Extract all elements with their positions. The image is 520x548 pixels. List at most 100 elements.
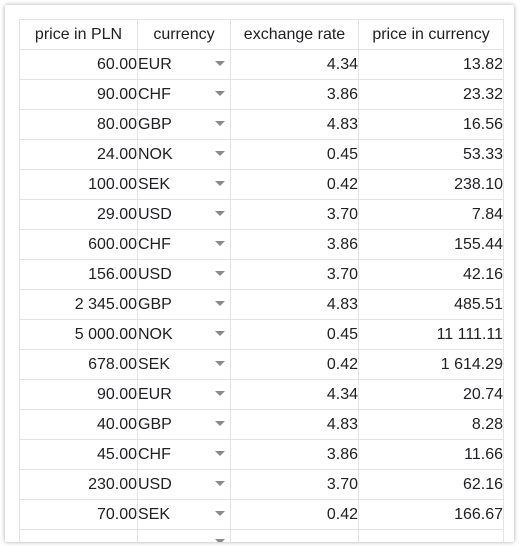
triangle-down-icon[interactable] [215, 331, 225, 336]
price-in-currency-cell[interactable]: 23.32 [358, 79, 504, 110]
exchange-rate-cell[interactable]: 0.42 [230, 499, 359, 530]
triangle-down-icon[interactable] [215, 421, 225, 426]
table-row: 100.00 SEK 0.42 238.10 [19, 169, 504, 200]
currency-dropdown-cell[interactable]: USD [137, 199, 231, 230]
price-in-currency-cell[interactable]: 42.16 [358, 259, 504, 290]
table-row: 90.00 CHF 3.86 23.32 [19, 79, 504, 110]
currency-dropdown-cell[interactable]: NOK [137, 319, 231, 350]
exchange-rate-cell[interactable]: 3.70 [230, 469, 359, 500]
triangle-down-icon[interactable] [215, 91, 225, 96]
currency-dropdown-cell[interactable]: EUR [137, 379, 231, 410]
price-pln-cell[interactable]: 60.00 [19, 49, 138, 80]
triangle-down-icon[interactable] [215, 181, 225, 186]
currency-table: price in PLN currency exchange rate pric… [19, 19, 504, 542]
currency-value: EUR [138, 385, 172, 403]
triangle-down-icon[interactable] [215, 211, 225, 216]
price-in-currency-cell[interactable]: 62.16 [358, 469, 504, 500]
exchange-rate-cell[interactable]: 4.34 [230, 379, 359, 410]
price-pln-cell[interactable]: 230.00 [19, 469, 138, 500]
table-row: 80.00 GBP 4.83 16.56 [19, 109, 504, 140]
price-in-currency-cell[interactable]: 53.33 [358, 139, 504, 170]
price-pln-cell[interactable]: 678.00 [19, 349, 138, 380]
table-row: 24.00 NOK 0.45 53.33 [19, 139, 504, 170]
header-exchange-rate[interactable]: exchange rate [230, 19, 359, 50]
exchange-rate-cell[interactable]: 3.86 [230, 229, 359, 260]
currency-dropdown-cell[interactable]: CHF [137, 439, 231, 470]
triangle-down-icon[interactable] [215, 241, 225, 246]
triangle-down-icon[interactable] [215, 121, 225, 126]
exchange-rate-cell[interactable]: 4.83 [230, 289, 359, 320]
price-pln-cell[interactable]: 2 345.00 [19, 289, 138, 320]
table-row: 90.00 EUR 4.34 20.74 [19, 379, 504, 410]
price-in-currency-cell[interactable]: 166.67 [358, 499, 504, 530]
currency-dropdown-cell[interactable]: GBP [137, 409, 231, 440]
currency-dropdown-cell[interactable]: SEK [137, 169, 231, 200]
price-pln-cell[interactable]: 100.00 [19, 169, 138, 200]
currency-dropdown-cell[interactable]: GBP [137, 289, 231, 320]
exchange-rate-cell[interactable] [230, 529, 359, 542]
price-in-currency-cell[interactable]: 11 111.11 [358, 319, 504, 350]
currency-dropdown-cell[interactable]: USD [137, 469, 231, 500]
exchange-rate-cell[interactable]: 0.42 [230, 169, 359, 200]
price-in-currency-cell[interactable]: 485.51 [358, 289, 504, 320]
currency-dropdown-cell[interactable]: USD [137, 259, 231, 290]
price-pln-cell[interactable]: 5 000.00 [19, 319, 138, 350]
currency-dropdown-cell[interactable]: CHF [137, 79, 231, 110]
exchange-rate-cell[interactable]: 3.86 [230, 79, 359, 110]
header-price-in-currency[interactable]: price in currency [358, 19, 504, 50]
triangle-down-icon[interactable] [215, 391, 225, 396]
price-in-currency-cell[interactable]: 13.82 [358, 49, 504, 80]
price-pln-cell[interactable]: 600.00 [19, 229, 138, 260]
currency-dropdown-cell[interactable]: SEK [137, 499, 231, 530]
price-pln-cell[interactable]: 70.00 [19, 499, 138, 530]
price-pln-cell[interactable]: 24.00 [19, 139, 138, 170]
currency-dropdown-cell[interactable] [137, 529, 231, 542]
currency-dropdown-cell[interactable]: EUR [137, 49, 231, 80]
price-in-currency-cell[interactable]: 20.74 [358, 379, 504, 410]
triangle-down-icon[interactable] [215, 451, 225, 456]
exchange-rate-cell[interactable]: 3.70 [230, 259, 359, 290]
price-in-currency-cell[interactable]: 16.56 [358, 109, 504, 140]
triangle-down-icon[interactable] [215, 301, 225, 306]
triangle-down-icon[interactable] [215, 271, 225, 276]
price-pln-cell[interactable]: 80.00 [19, 109, 138, 140]
currency-value: GBP [138, 295, 172, 313]
exchange-rate-cell[interactable]: 3.86 [230, 439, 359, 470]
price-pln-cell[interactable]: 45.00 [19, 439, 138, 470]
triangle-down-icon[interactable] [215, 151, 225, 156]
price-in-currency-cell[interactable]: 1 614.29 [358, 349, 504, 380]
exchange-rate-cell[interactable]: 4.34 [230, 49, 359, 80]
currency-dropdown-cell[interactable]: CHF [137, 229, 231, 260]
header-currency[interactable]: currency [137, 19, 231, 50]
price-in-currency-cell[interactable]: 11.66 [358, 439, 504, 470]
price-in-currency-cell[interactable]: 8.28 [358, 409, 504, 440]
triangle-down-icon[interactable] [215, 511, 225, 516]
price-in-currency-cell[interactable]: 238.10 [358, 169, 504, 200]
exchange-rate-cell[interactable]: 0.42 [230, 349, 359, 380]
exchange-rate-cell[interactable]: 4.83 [230, 409, 359, 440]
table-row: 156.00 USD 3.70 42.16 [19, 259, 504, 290]
currency-value: CHF [138, 235, 171, 253]
price-pln-cell[interactable]: 90.00 [19, 379, 138, 410]
price-pln-cell[interactable]: 29.00 [19, 199, 138, 230]
exchange-rate-cell[interactable]: 0.45 [230, 319, 359, 350]
price-pln-cell[interactable]: 156.00 [19, 259, 138, 290]
exchange-rate-cell[interactable]: 3.70 [230, 199, 359, 230]
triangle-down-icon[interactable] [215, 61, 225, 66]
price-pln-cell[interactable]: 40.00 [19, 409, 138, 440]
header-price-pln[interactable]: price in PLN [19, 19, 138, 50]
triangle-down-icon[interactable] [215, 481, 225, 486]
price-in-currency-cell[interactable]: 7.84 [358, 199, 504, 230]
exchange-rate-cell[interactable]: 0.45 [230, 139, 359, 170]
currency-dropdown-cell[interactable]: GBP [137, 109, 231, 140]
triangle-down-icon[interactable] [215, 361, 225, 366]
price-in-currency-cell[interactable]: 155.44 [358, 229, 504, 260]
price-pln-cell[interactable]: 90.00 [19, 79, 138, 110]
exchange-rate-cell[interactable]: 4.83 [230, 109, 359, 140]
currency-dropdown-cell[interactable]: NOK [137, 139, 231, 170]
currency-dropdown-cell[interactable]: SEK [137, 349, 231, 380]
price-in-currency-cell[interactable] [358, 529, 504, 542]
price-pln-cell[interactable] [19, 529, 138, 542]
triangle-down-icon[interactable] [215, 539, 225, 542]
header-row: price in PLN currency exchange rate pric… [19, 19, 504, 50]
